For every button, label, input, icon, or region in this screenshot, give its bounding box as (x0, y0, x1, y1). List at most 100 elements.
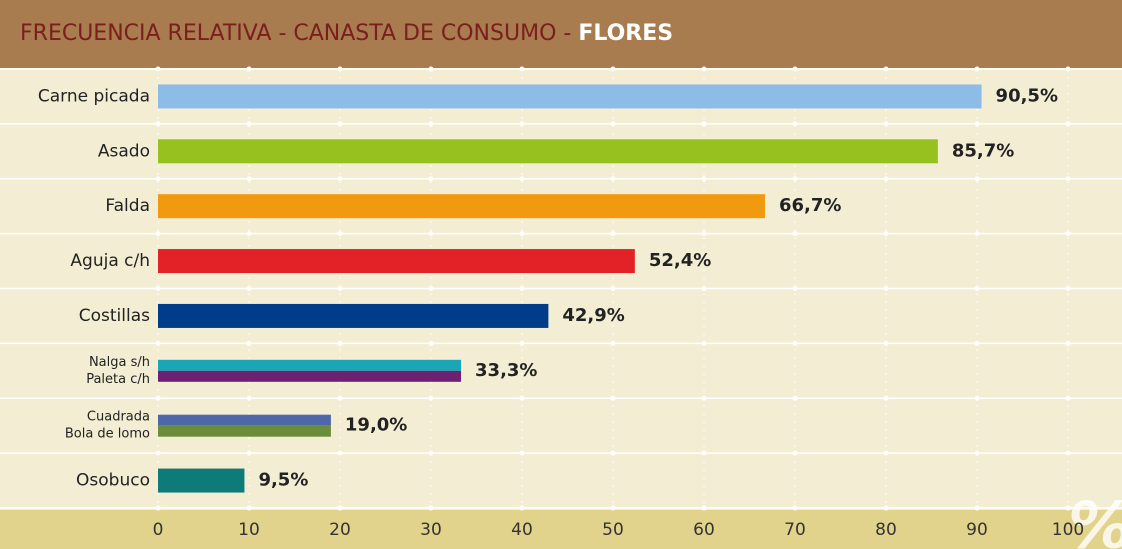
x-tick-label: 70 (784, 520, 806, 540)
grid-dot (155, 176, 161, 182)
title-bar (0, 0, 1122, 68)
grid-dot (428, 395, 434, 401)
grid-dot (701, 231, 707, 237)
grid-dot (1065, 176, 1071, 182)
grid-dot (974, 121, 980, 127)
grid-dot (1065, 66, 1071, 72)
x-tick-label: 80 (875, 520, 897, 540)
grid-dot (428, 450, 434, 456)
grid-dot (519, 286, 525, 291)
grid-dot (246, 121, 252, 127)
x-tick-label: 0 (153, 520, 164, 540)
grid-dot (974, 286, 980, 291)
grid-dot (792, 66, 798, 72)
bar (158, 249, 635, 274)
grid-dot (337, 121, 343, 127)
grid-dot (701, 176, 707, 182)
grid-dot (974, 450, 980, 456)
grid-dot (428, 66, 434, 72)
category-label: Asado (98, 141, 150, 161)
grid-dot (155, 66, 161, 72)
bar (158, 194, 765, 219)
x-tick-label: 10 (238, 520, 260, 540)
grid-dot (1065, 231, 1071, 237)
bar (158, 359, 462, 371)
value-label: 9,5% (258, 470, 308, 491)
grid-dot (428, 505, 434, 511)
value-label: 19,0% (345, 415, 407, 436)
grid-dot (792, 286, 798, 291)
grid-dot (610, 395, 616, 401)
grid-dot (246, 450, 252, 456)
grid-dot (701, 340, 707, 346)
grid-dot (974, 231, 980, 237)
grid-dot (337, 231, 343, 237)
grid-dot (155, 395, 161, 401)
grid-dot (246, 395, 252, 401)
value-label: 90,5% (996, 85, 1058, 106)
grid-dot (246, 286, 252, 291)
x-tick-label: 40 (511, 520, 533, 540)
grid-dot (792, 450, 798, 456)
grid-dot (519, 395, 525, 401)
grid-dot (792, 121, 798, 127)
bar (158, 139, 938, 164)
grid-dot (610, 286, 616, 291)
grid-dot (883, 340, 889, 346)
grid-dot (337, 505, 343, 511)
grid-dot (519, 340, 525, 346)
category-label: Cuadrada (87, 410, 150, 425)
x-tick-label: 90 (966, 520, 988, 540)
grid-dot (246, 340, 252, 346)
grid-dot (337, 176, 343, 182)
grid-dot (1065, 450, 1071, 456)
category-label: Osobuco (76, 471, 150, 491)
grid-dot (246, 176, 252, 182)
x-tick-label: 60 (693, 520, 715, 540)
grid-dot (610, 231, 616, 237)
grid-dot (337, 66, 343, 72)
grid-dot (792, 340, 798, 346)
grid-dot (883, 505, 889, 511)
grid-dot (883, 176, 889, 182)
grid-dot (1065, 505, 1071, 511)
grid-dot (1065, 395, 1071, 401)
grid-dot (337, 450, 343, 456)
grid-dot (883, 231, 889, 237)
x-tick-label: 100 (1052, 520, 1084, 540)
value-label: 52,4% (649, 250, 711, 271)
grid-dot (610, 450, 616, 456)
grid-dot (155, 121, 161, 127)
grid-dot (610, 121, 616, 127)
grid-dot (428, 176, 434, 182)
grid-dot (610, 176, 616, 182)
grid-dot (155, 450, 161, 456)
grid-dot (974, 176, 980, 182)
chart-title: FRECUENCIA RELATIVA - CANASTA DE CONSUMO… (20, 21, 673, 46)
grid-dot (1065, 340, 1071, 346)
grid-dot (610, 340, 616, 346)
bar (158, 468, 245, 493)
grid-dot (974, 505, 980, 511)
category-label: Paleta c/h (86, 372, 150, 387)
grid-dot (883, 66, 889, 72)
grid-dot (701, 450, 707, 456)
bar (158, 84, 982, 109)
grid-dot (428, 286, 434, 291)
category-label: Aguja c/h (70, 251, 150, 271)
grid-dot (337, 286, 343, 291)
grid-dot (519, 505, 525, 511)
grid-dot (883, 286, 889, 291)
grid-dot (519, 176, 525, 182)
value-label: 66,7% (779, 195, 841, 216)
grid-dot (701, 286, 707, 291)
grid-dot (701, 66, 707, 72)
grid-dot (701, 395, 707, 401)
grid-dot (155, 340, 161, 346)
grid-dot (337, 395, 343, 401)
grid-dot (155, 505, 161, 511)
grid-dot (883, 450, 889, 456)
bar (158, 303, 549, 328)
grid-dot (883, 395, 889, 401)
